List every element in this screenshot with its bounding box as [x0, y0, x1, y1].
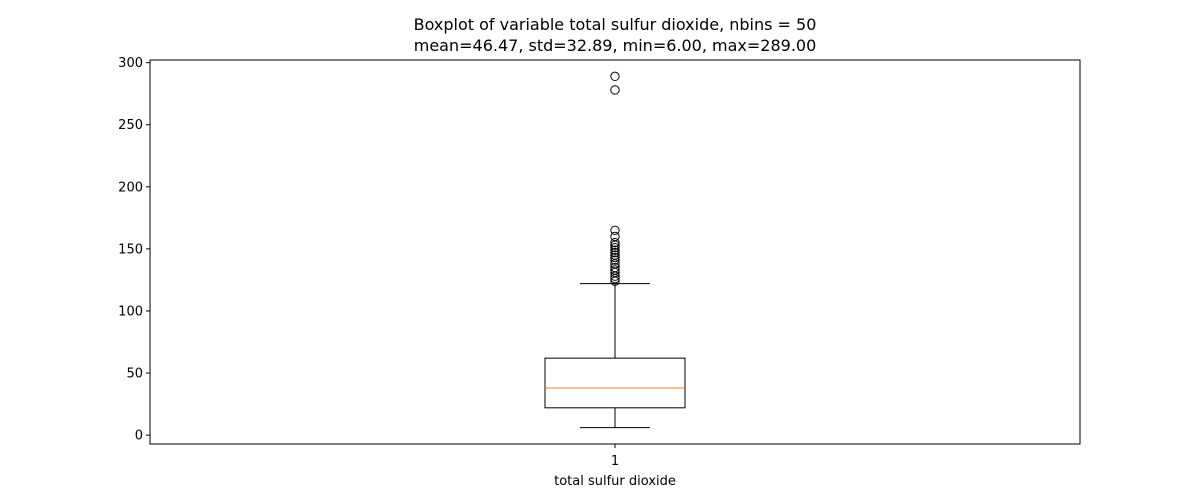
outlier-point	[610, 225, 620, 235]
x-tick-label: 1	[611, 454, 619, 469]
y-tick-label: 0	[135, 429, 143, 444]
y-tick-label: 300	[118, 56, 143, 71]
iqr-box	[544, 357, 686, 409]
y-tick-label: 250	[118, 118, 143, 133]
outlier-point	[610, 245, 620, 255]
outlier-point	[610, 237, 620, 248]
outlier-point	[610, 242, 620, 253]
x-axis-ticks: 1	[611, 444, 619, 469]
x-axis-label: total sulfur dioxide	[554, 474, 676, 489]
outlier-point	[610, 262, 620, 273]
outlier-point	[610, 250, 620, 260]
y-tick-label: 200	[118, 180, 143, 195]
chart-title: Boxplot of variable total sulfur dioxide…	[414, 15, 817, 34]
box-series-group	[544, 71, 686, 429]
y-axis-ticks: 0 50 100 150 200 250 300	[118, 56, 150, 444]
outlier-point	[610, 255, 620, 265]
y-tick-label: 150	[118, 242, 143, 257]
outlier-point	[610, 231, 620, 242]
outlier-point	[610, 247, 620, 258]
outlier-point	[610, 71, 620, 82]
plot-layer: 0 50 100 150 200 250 300 1	[118, 56, 1081, 469]
y-tick-label: 50	[126, 367, 143, 382]
outlier-point	[610, 85, 620, 95]
outlier-point	[610, 252, 620, 263]
chart-subtitle: mean=46.47, std=32.89, min=6.00, max=289…	[414, 36, 817, 55]
y-tick-label: 100	[118, 304, 143, 319]
outlier-point	[610, 265, 620, 275]
